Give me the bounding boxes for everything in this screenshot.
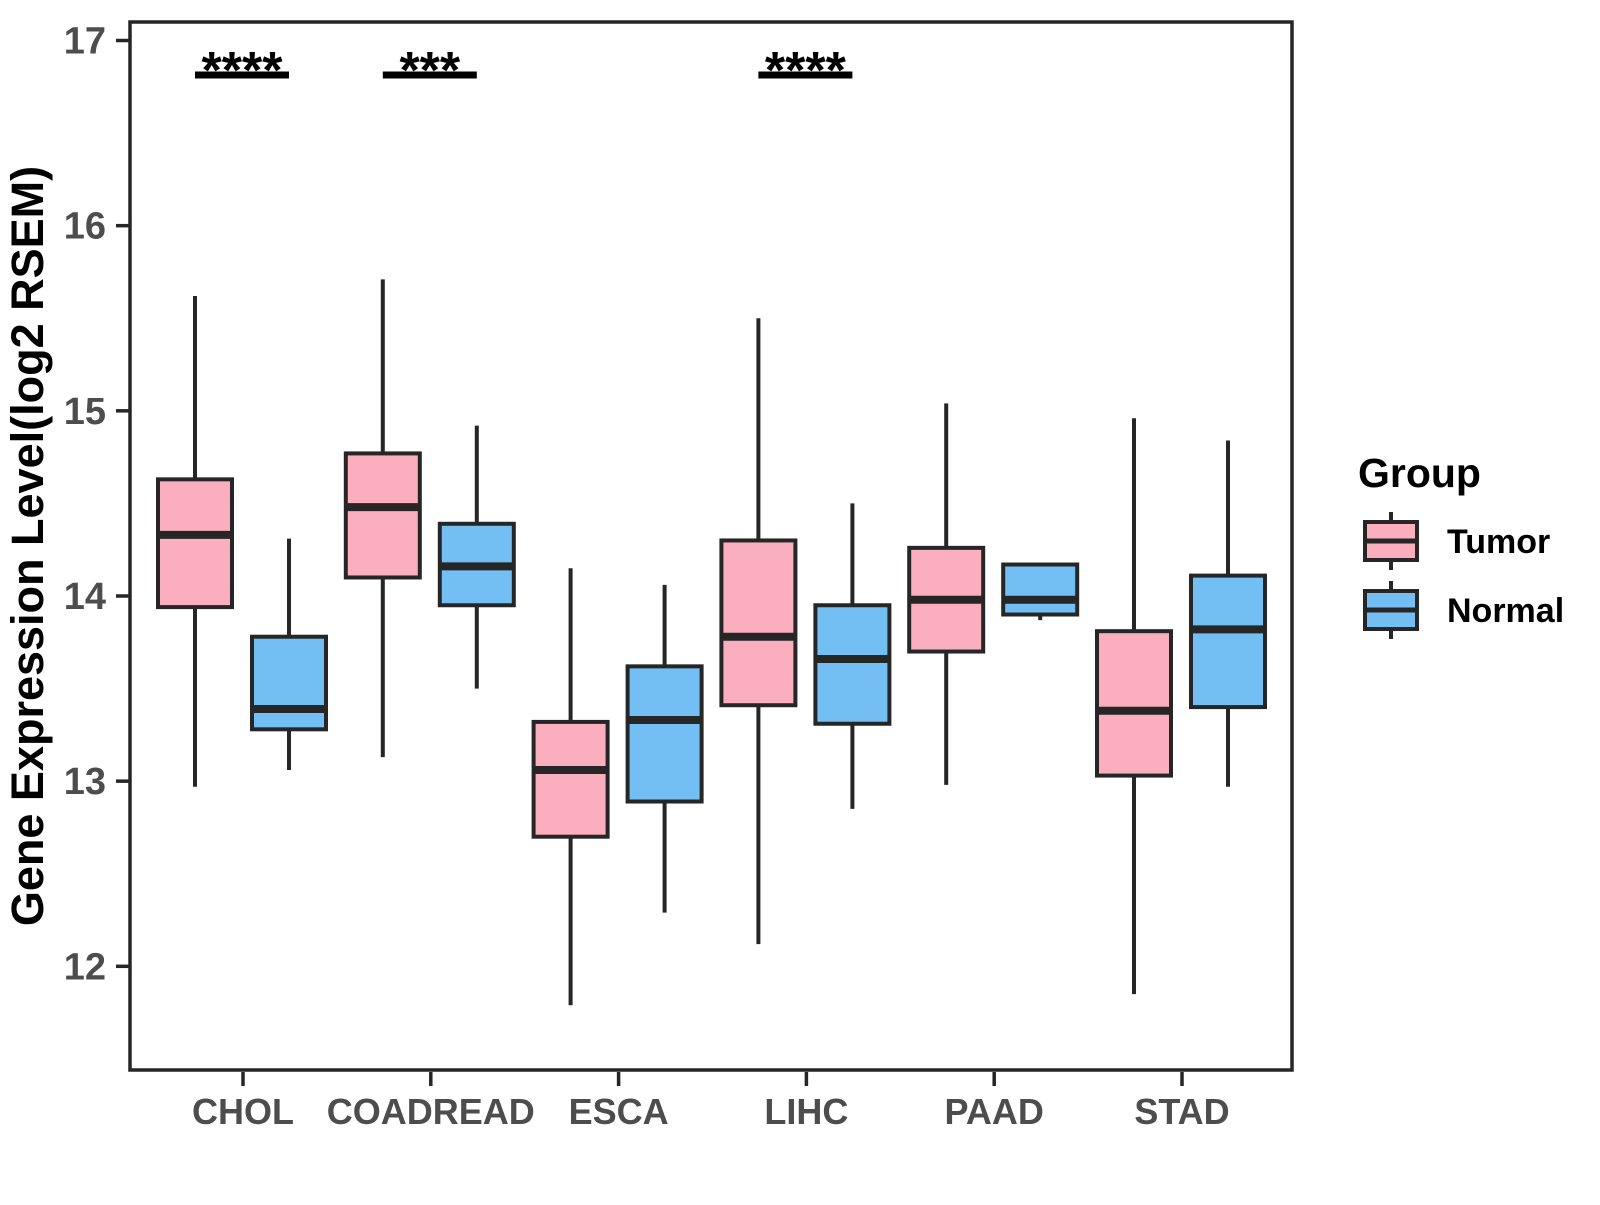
x-tick-label-CHOL: CHOL (192, 1091, 294, 1132)
box-CHOL-Tumor (156, 477, 234, 610)
legend-key-normal (1363, 581, 1419, 639)
legend-label-tumor: Tumor (1447, 523, 1550, 561)
box-CHOL-Normal (250, 634, 328, 732)
box-STAD-Normal (1189, 573, 1267, 710)
box-LIHC-Normal (813, 603, 892, 726)
x-tick-label-ESCA: ESCA (569, 1091, 669, 1132)
significance-label-CHOL: **** (202, 42, 284, 100)
box-COADREAD-Tumor (343, 451, 422, 580)
legend-label-normal: Normal (1447, 592, 1564, 630)
y-tick-label: 13 (64, 761, 106, 803)
y-tick-label: 16 (64, 206, 106, 248)
box-PAAD-Normal (1001, 562, 1080, 617)
box-LIHC-Tumor (719, 538, 798, 708)
box-ESCA-Normal (625, 664, 704, 804)
box-STAD-Tumor (1095, 629, 1173, 778)
y-tick-label: 12 (64, 946, 106, 988)
y-tick-label: 14 (64, 576, 106, 618)
legend-title: Group (1358, 450, 1481, 496)
significance-label-COADREAD: *** (399, 42, 460, 100)
x-tick-label-COADREAD: COADREAD (327, 1091, 535, 1132)
y-axis-title: Gene Expression Level(log2 RSEM) (2, 166, 53, 926)
box-ESCA-Tumor (531, 719, 610, 839)
panel-border (128, 20, 1294, 1072)
legend-key-tumor (1363, 512, 1419, 570)
significance-label-LIHC: **** (765, 42, 847, 100)
y-tick-label: 15 (64, 391, 106, 433)
x-tick-label-LIHC: LIHC (764, 1091, 848, 1132)
y-tick-label: 17 (64, 21, 106, 63)
x-tick-label-PAAD: PAAD (945, 1091, 1044, 1132)
x-tick-label-STAD: STAD (1134, 1091, 1229, 1132)
